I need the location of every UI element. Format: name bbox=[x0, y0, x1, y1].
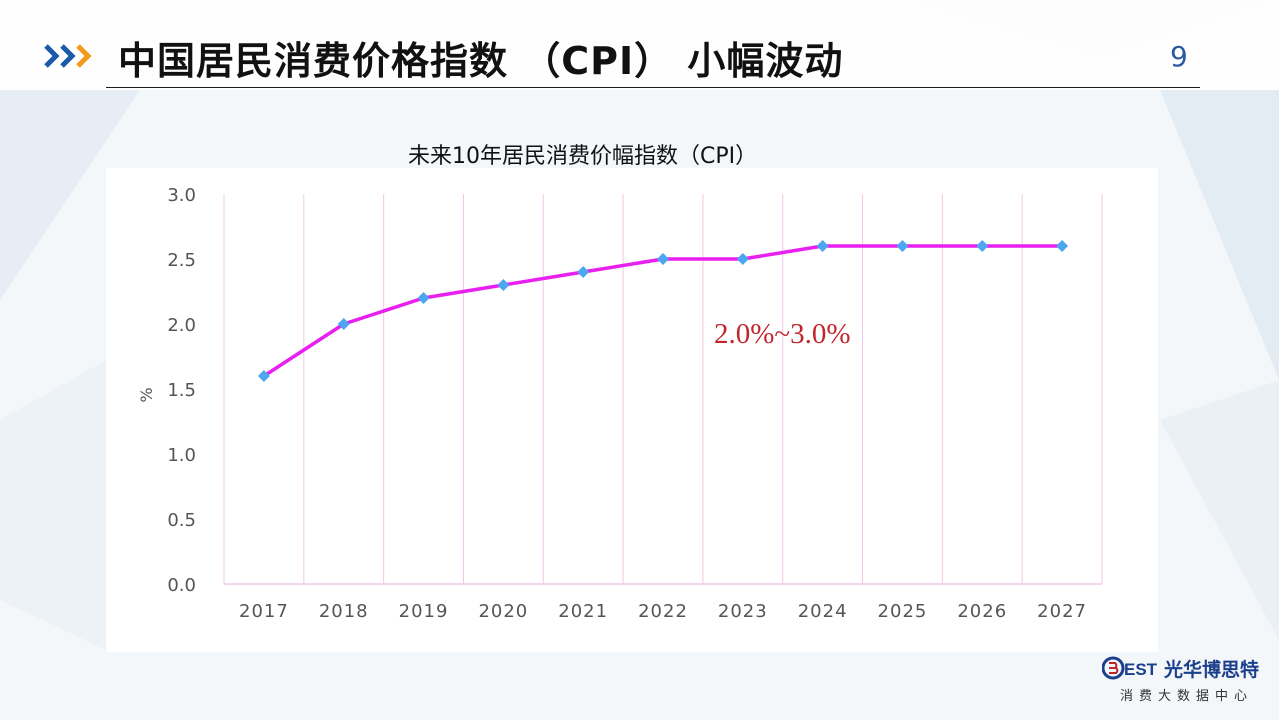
x-tick-label: 2025 bbox=[878, 601, 928, 622]
data-point-marker bbox=[577, 266, 590, 278]
chevrons-icon bbox=[44, 44, 92, 68]
data-point-marker bbox=[257, 370, 270, 382]
chart-title: 未来10年居民消费价幅指数（CPI） bbox=[408, 144, 758, 169]
y-tick-label: 3.0 bbox=[167, 185, 196, 206]
data-point-marker bbox=[417, 292, 430, 304]
x-tick-label: 2024 bbox=[798, 601, 848, 622]
best-logo-icon: EST bbox=[1102, 656, 1158, 680]
brand-logo: EST 光华博思特 消费大数据中心 bbox=[1102, 655, 1262, 715]
x-tick-label: 2020 bbox=[478, 601, 528, 622]
data-point-marker bbox=[736, 253, 749, 265]
page-number: 9 bbox=[1170, 40, 1188, 73]
x-tick-label: 2026 bbox=[957, 601, 1007, 622]
svg-text:EST: EST bbox=[1124, 660, 1158, 679]
title-divider bbox=[106, 87, 1200, 88]
x-tick-label: 2017 bbox=[239, 601, 289, 622]
x-tick-label: 2018 bbox=[319, 601, 369, 622]
page-title: 中国居民消费价格指数 （CPI） 小幅波动 bbox=[118, 39, 844, 83]
data-point-marker bbox=[657, 253, 669, 265]
data-point-marker bbox=[337, 318, 350, 330]
y-tick-label: 2.5 bbox=[167, 250, 196, 271]
header-bar bbox=[0, 0, 1279, 90]
brand-name: 光华博思特 bbox=[1164, 659, 1260, 681]
x-tick-label: 2021 bbox=[558, 601, 608, 622]
y-axis-label: % bbox=[137, 387, 156, 402]
x-tick-label: 2019 bbox=[399, 601, 449, 622]
data-point-marker bbox=[896, 240, 909, 252]
data-point-marker bbox=[497, 279, 510, 291]
y-tick-label: 1.5 bbox=[167, 380, 196, 401]
x-tick-label: 2027 bbox=[1037, 601, 1087, 622]
brand-subtitle: 消费大数据中心 bbox=[1120, 689, 1254, 704]
data-point-marker bbox=[1056, 240, 1069, 252]
y-tick-label: 0.0 bbox=[167, 575, 196, 596]
data-point-marker bbox=[976, 240, 989, 252]
y-tick-label: 0.5 bbox=[167, 510, 196, 531]
range-annotation: 2.0%~3.0% bbox=[714, 318, 851, 350]
x-tick-label: 2023 bbox=[718, 601, 768, 622]
y-tick-label: 2.0 bbox=[167, 315, 196, 336]
x-tick-label: 2022 bbox=[638, 601, 688, 622]
cpi-line-chart: 0.0 0.5 1.0 1.5 2.0 2.5 3.0% 2017 2018 2019 2020 20… bbox=[137, 185, 1103, 622]
y-tick-label: 1.0 bbox=[167, 445, 196, 466]
data-point-marker bbox=[816, 240, 829, 252]
